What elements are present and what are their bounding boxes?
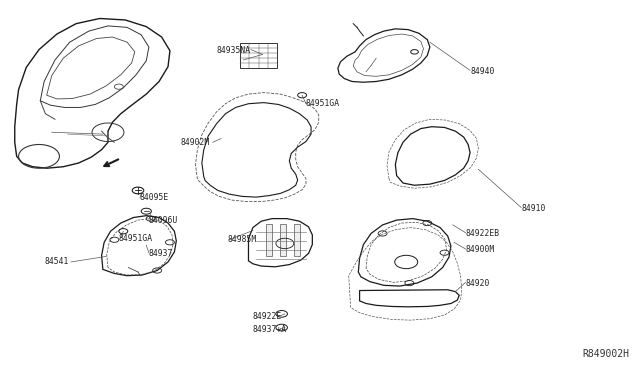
Text: 84096U: 84096U <box>149 216 178 225</box>
Text: 84985M: 84985M <box>227 235 257 244</box>
Text: 84922E: 84922E <box>253 312 282 321</box>
Text: 84937: 84937 <box>149 249 173 258</box>
Text: 84095E: 84095E <box>140 193 169 202</box>
Text: 84940: 84940 <box>470 67 495 76</box>
Text: 84541: 84541 <box>44 257 68 266</box>
Text: R849002H: R849002H <box>583 349 630 359</box>
Text: 84951GA: 84951GA <box>119 234 153 243</box>
Text: 84922EB: 84922EB <box>466 229 500 238</box>
Text: 84910: 84910 <box>521 204 545 213</box>
Polygon shape <box>294 224 300 256</box>
Text: 84902M: 84902M <box>181 138 210 147</box>
Polygon shape <box>266 224 272 256</box>
Bar <box>240 43 277 68</box>
Text: 84920: 84920 <box>466 279 490 288</box>
Text: 84900M: 84900M <box>466 245 495 254</box>
Text: 84935NA: 84935NA <box>217 46 251 55</box>
Text: 84937+A: 84937+A <box>253 325 287 334</box>
Polygon shape <box>280 224 286 256</box>
Text: 84951GA: 84951GA <box>306 99 340 108</box>
